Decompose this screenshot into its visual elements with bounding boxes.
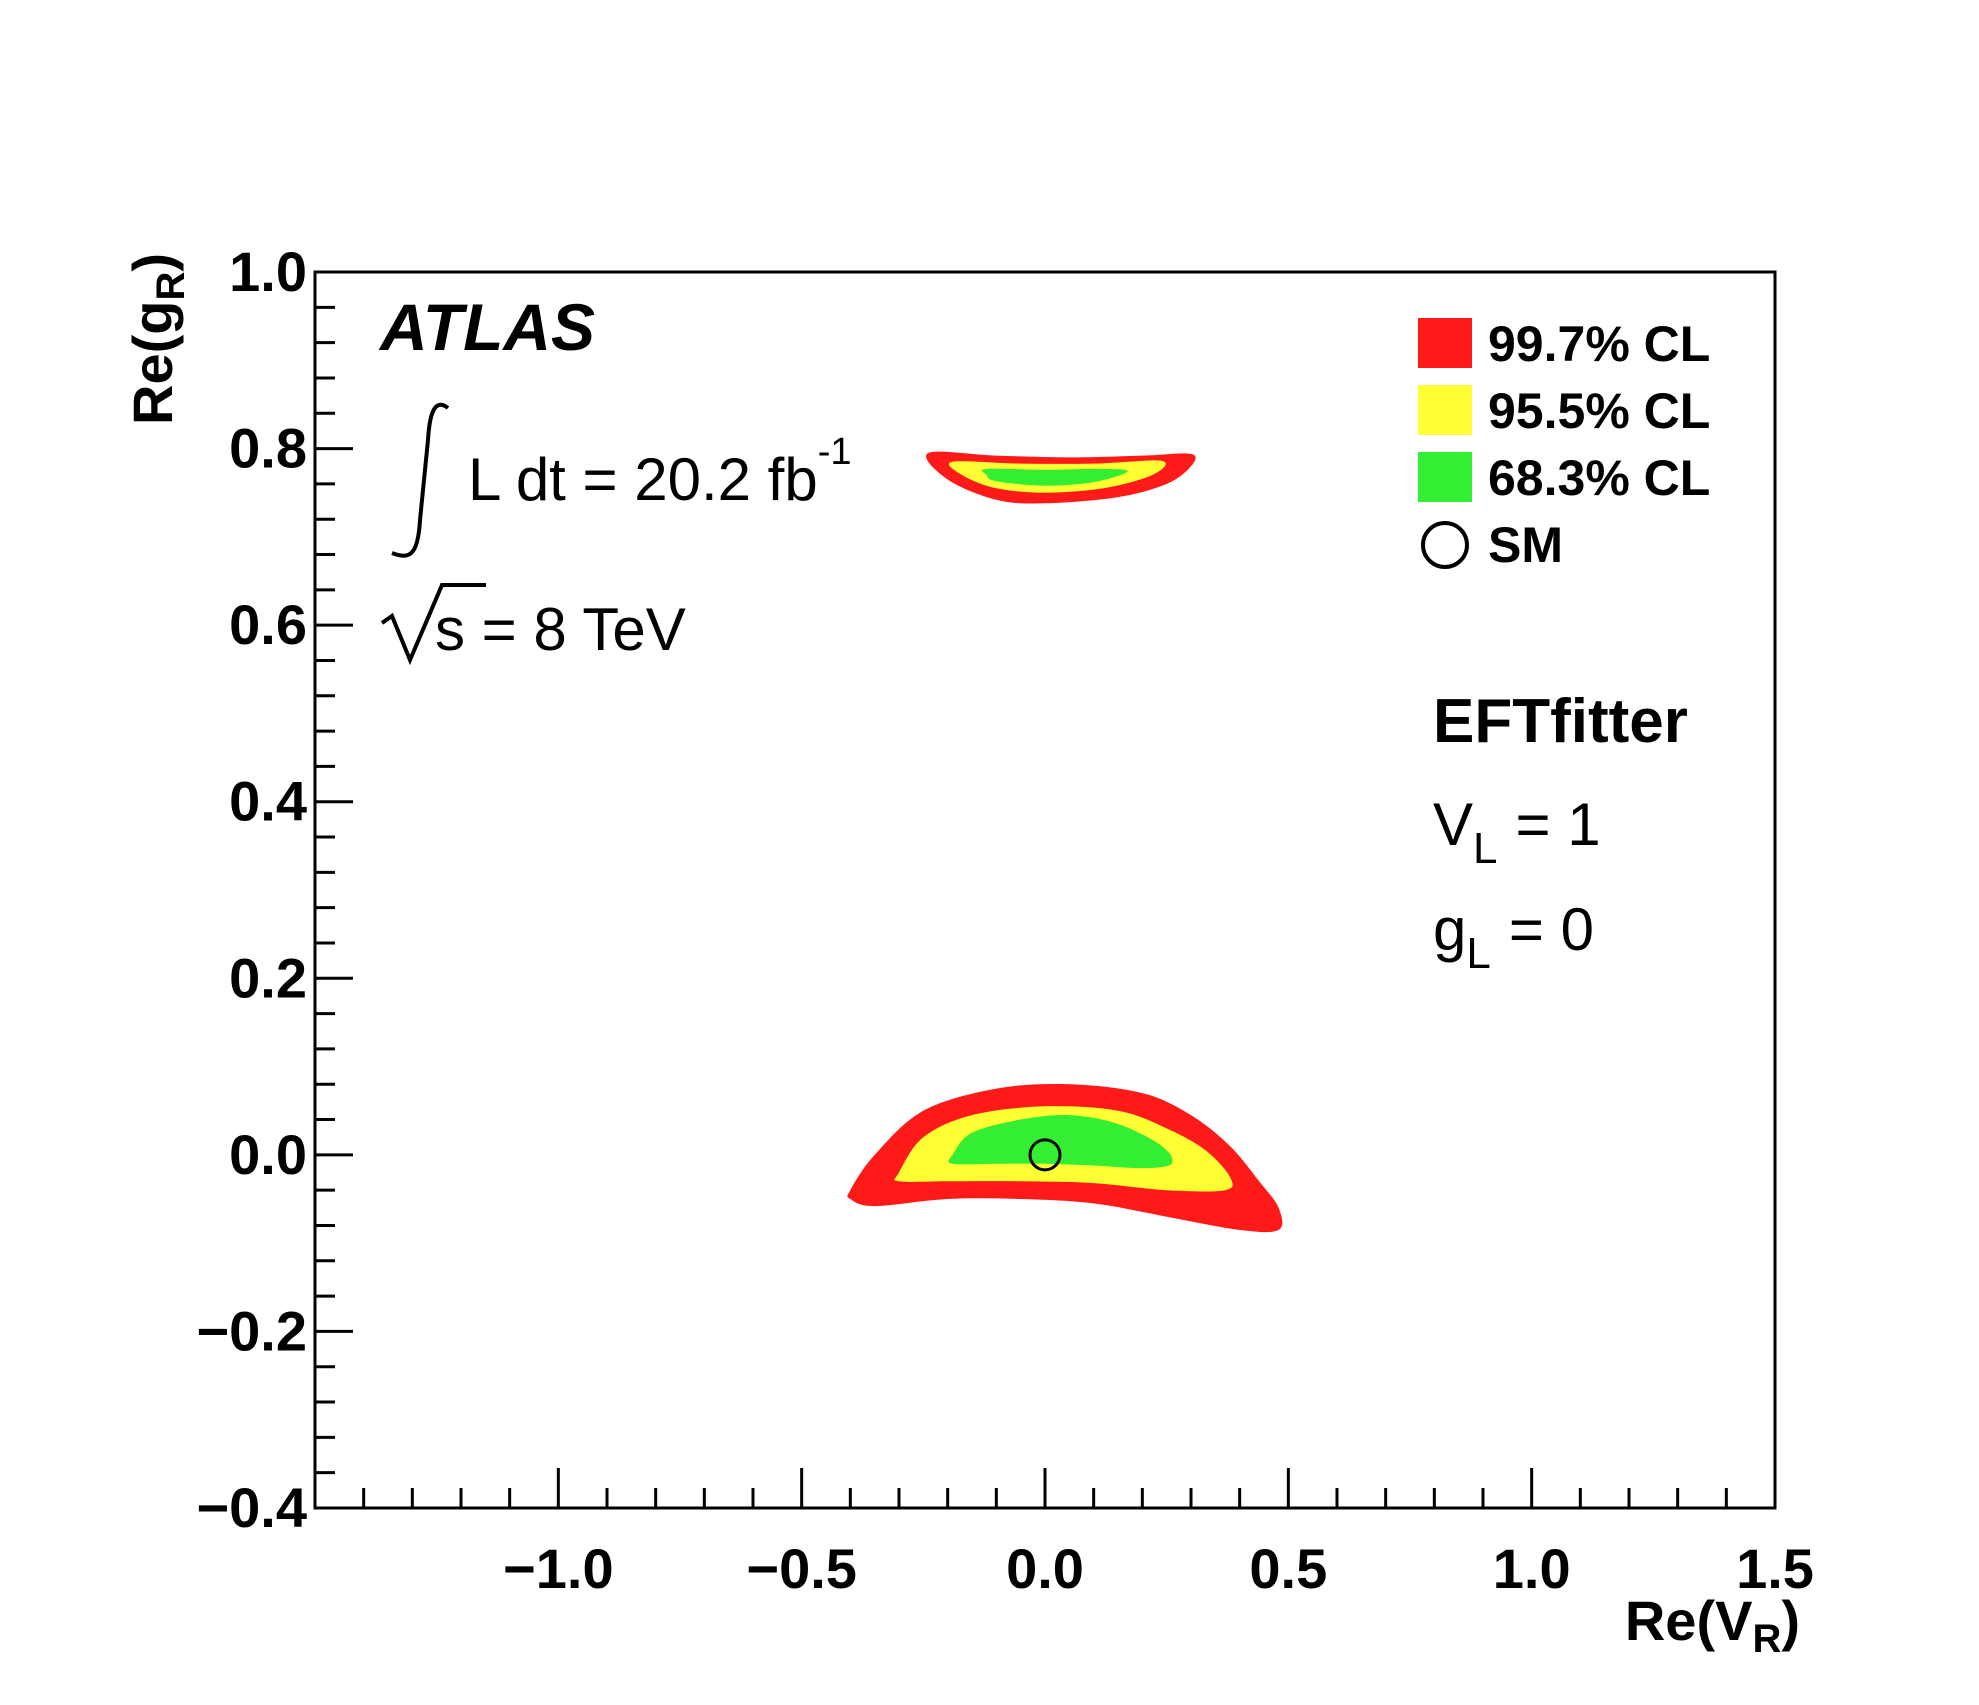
x-tick-label: 1.0 [1493,1537,1571,1600]
legend: 99.7% CL 95.5% CL 68.3% CL SM [1418,316,1710,573]
sqrt-sign [380,583,486,666]
axis-title-base: Re(g [121,301,184,425]
x-tick-label: −0.5 [746,1537,857,1600]
contour-regions [847,451,1283,1233]
legend-label-sm: SM [1488,517,1563,573]
y-axis-title: Re(gR) [121,253,193,425]
x-tick-label: −1.0 [503,1537,614,1600]
y-tick-label: 0.4 [229,770,307,833]
tool-label: EFTfitter [1433,687,1688,756]
condition-vl-base: V [1433,791,1473,858]
axis-title-close: ) [121,253,184,272]
x-tick-label: 1.5 [1736,1537,1814,1600]
condition-gl-label: gL = 0 [1433,896,1594,978]
legend-label-99-7: 99.7% CL [1488,316,1710,372]
energy-label: s = 8 TeV [435,596,686,663]
condition-gl-base: g [1433,896,1466,963]
axis-title-subscript: R [1752,1617,1781,1661]
x-tick-label: 0.5 [1249,1537,1327,1600]
condition-gl-rest: = 0 [1509,896,1594,963]
legend-swatch-68-3 [1418,452,1472,502]
condition-gl-sub: L [1466,929,1490,978]
legend-label-68-3: 68.3% CL [1488,450,1710,506]
lower-region-cl-68-3-area [948,1114,1173,1169]
x-axis-title: Re(VR) [1625,1589,1800,1661]
axis-title-base: Re(V [1625,1589,1753,1652]
legend-swatch-95-5 [1418,385,1472,435]
sm-point-marker [1028,1138,1062,1172]
y-tick-label: −0.2 [196,1299,307,1362]
integral-sign [391,402,450,558]
luminosity-superscript: -1 [818,431,852,473]
luminosity-label: L dt = 20.2 fb-1 [468,431,852,513]
legend-label-95-5: 95.5% CL [1488,383,1710,439]
upper-region-cl-68-3-area [981,468,1128,486]
legend-swatch-99-7 [1418,318,1472,368]
luminosity-text: L dt = 20.2 fb [468,446,818,513]
condition-vl-sub: L [1473,824,1497,873]
axis-title-close: ) [1781,1589,1800,1652]
axis-ticks: −1.0 −0.5 0.0 0.5 1.0 1.5 −0.4 −0.2 0.0 0.2 0.4 0.6… [196,240,1813,1600]
y-tick-label: 0.0 [229,1123,307,1186]
y-tick-label: 0.8 [229,417,307,480]
y-tick-label: 0.6 [229,593,307,656]
condition-vl-rest: = 1 [1516,791,1601,858]
y-tick-label: 0.2 [229,946,307,1009]
y-tick-label: 1.0 [229,240,307,303]
condition-vl-label: VL = 1 [1433,791,1601,873]
atlas-label: ATLAS [378,290,595,364]
x-tick-label: 0.0 [1006,1537,1084,1600]
y-tick-label: −0.4 [196,1476,307,1539]
sm-point-circle [1028,1138,1062,1172]
axis-title-subscript: R [149,272,193,301]
legend-sm-marker-icon [1421,521,1469,569]
